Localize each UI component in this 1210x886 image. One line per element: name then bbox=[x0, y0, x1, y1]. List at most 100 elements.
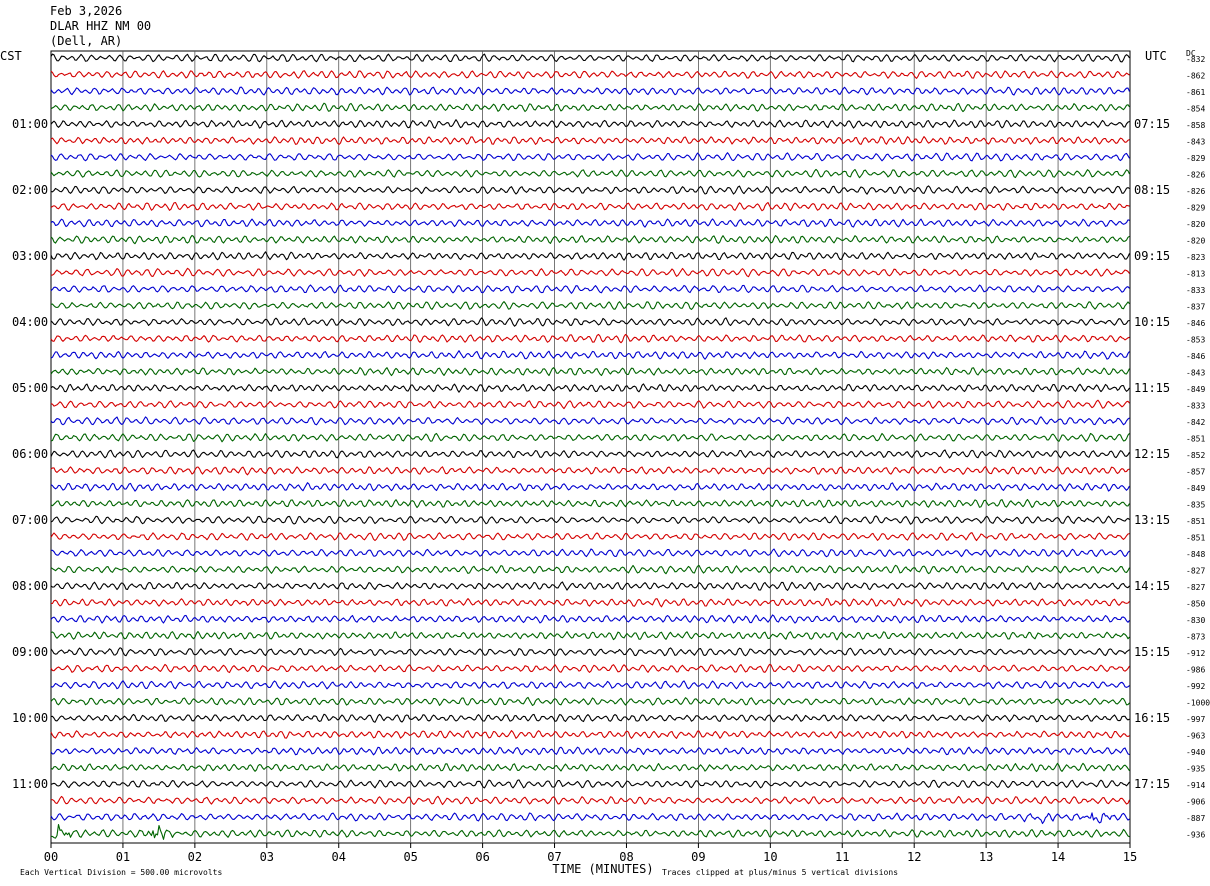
trace-row bbox=[50, 614, 1130, 624]
trace-row bbox=[50, 680, 1130, 690]
x-tick-label: 08 bbox=[619, 850, 633, 864]
utc-hour-label: 09:15 bbox=[1134, 249, 1170, 263]
dc-offset-label: -858 bbox=[1186, 121, 1205, 130]
dc-offset-label: -1000 bbox=[1186, 699, 1210, 708]
cst-label: CST bbox=[0, 49, 22, 63]
grid bbox=[50, 50, 1131, 848]
x-tick-label: 12 bbox=[907, 850, 921, 864]
x-tick-label: 07 bbox=[547, 850, 561, 864]
dc-offset-label: -837 bbox=[1186, 303, 1205, 312]
x-tick-label: 10 bbox=[763, 850, 777, 864]
x-axis-title: TIME (MINUTES) bbox=[552, 862, 653, 876]
dc-offset-label: -912 bbox=[1186, 649, 1205, 658]
trace-row bbox=[50, 234, 1130, 245]
cst-hour-label: 11:00 bbox=[12, 777, 48, 791]
trace-row bbox=[50, 201, 1130, 212]
trace-row bbox=[50, 168, 1130, 179]
trace-row bbox=[50, 746, 1130, 756]
axis-labels: 00 01 02 03 04 05 06 07 08 09 10 11 12 13 14 15 01:00 02:… bbox=[0, 49, 1210, 877]
trace-row bbox=[50, 713, 1130, 723]
trace-row bbox=[50, 762, 1130, 773]
utc-hour-label: 16:15 bbox=[1134, 711, 1170, 725]
dc-offset-label: -848 bbox=[1186, 550, 1205, 559]
dc-offset-label: -914 bbox=[1186, 781, 1205, 790]
trace-row bbox=[50, 696, 1130, 706]
trace-row bbox=[50, 136, 1130, 146]
header-location: (Dell, AR) bbox=[50, 34, 123, 48]
plot-frame bbox=[50, 50, 1131, 844]
utc-label: UTC bbox=[1145, 49, 1167, 63]
trace-row bbox=[50, 86, 1131, 96]
x-tick-label: 02 bbox=[188, 850, 202, 864]
dc-offset-label: -823 bbox=[1186, 253, 1205, 262]
utc-hour-label: 17:15 bbox=[1134, 777, 1170, 791]
dc-offset-label: -843 bbox=[1186, 369, 1205, 378]
dc-offset-label: -826 bbox=[1186, 187, 1205, 196]
dc-offset-label: -843 bbox=[1186, 138, 1205, 147]
trace-row bbox=[50, 647, 1130, 657]
dc-offset-label: -833 bbox=[1186, 286, 1205, 295]
trace-row bbox=[50, 532, 1130, 542]
trace-row bbox=[50, 317, 1130, 327]
dc-offset-label: -832 bbox=[1186, 55, 1205, 64]
dc-offset-label: -827 bbox=[1186, 567, 1205, 576]
dc-offset-label: -851 bbox=[1186, 517, 1205, 526]
trace-row bbox=[50, 482, 1130, 492]
trace-row bbox=[50, 53, 1130, 63]
dc-offset-label: -854 bbox=[1186, 105, 1205, 114]
cst-hour-label: 02:00 bbox=[12, 183, 48, 197]
trace-row bbox=[50, 218, 1130, 228]
trace-row bbox=[50, 466, 1130, 476]
trace-row bbox=[50, 564, 1130, 575]
utc-hour-label: 13:15 bbox=[1134, 513, 1170, 527]
trace-row bbox=[50, 267, 1130, 278]
dc-offset-label: -850 bbox=[1186, 600, 1205, 609]
dc-offset-label: -992 bbox=[1186, 682, 1205, 691]
trace-row bbox=[51, 823, 1130, 840]
utc-hour-label: 10:15 bbox=[1134, 315, 1170, 329]
trace-row bbox=[50, 119, 1130, 129]
dc-label: DC bbox=[1186, 49, 1196, 58]
dc-offset-label: -820 bbox=[1186, 220, 1205, 229]
x-tick-label: 05 bbox=[403, 850, 417, 864]
dc-offset-label: -851 bbox=[1186, 435, 1205, 444]
dc-offset-label: -820 bbox=[1186, 237, 1205, 246]
trace-row bbox=[50, 301, 1130, 310]
dc-offset-label: -829 bbox=[1186, 154, 1205, 163]
x-tick-label: 13 bbox=[979, 850, 993, 864]
header: Feb 3,2026 DLAR HHZ NM 00 (Dell, AR) bbox=[50, 4, 151, 49]
cst-hour-label: 08:00 bbox=[12, 579, 48, 593]
cst-hour-label: 10:00 bbox=[12, 711, 48, 725]
x-tick-label: 00 bbox=[44, 850, 58, 864]
dc-offset-label: -862 bbox=[1186, 72, 1205, 81]
dc-offset-label: -997 bbox=[1186, 715, 1205, 724]
trace-row bbox=[50, 152, 1130, 162]
trace-row bbox=[50, 284, 1130, 294]
x-tick-label: 03 bbox=[260, 850, 274, 864]
dc-offset-label: -829 bbox=[1186, 204, 1205, 213]
utc-hour-label: 12:15 bbox=[1134, 447, 1170, 461]
x-tick-label: 15 bbox=[1123, 850, 1137, 864]
cst-hour-label: 09:00 bbox=[12, 645, 48, 659]
dc-offset-label: -833 bbox=[1186, 402, 1205, 411]
trace-row bbox=[51, 795, 1131, 806]
dc-offset-label: -873 bbox=[1186, 633, 1205, 642]
trace-row bbox=[50, 812, 1130, 825]
dc-offset-label: -861 bbox=[1186, 88, 1205, 97]
trace-row bbox=[50, 185, 1130, 195]
trace-row bbox=[50, 383, 1130, 393]
dc-offset-label: -826 bbox=[1186, 171, 1205, 180]
trace-row bbox=[51, 548, 1130, 558]
dc-offset-label: -936 bbox=[1186, 831, 1205, 840]
trace-row bbox=[50, 598, 1130, 608]
trace-row bbox=[50, 498, 1130, 509]
dc-offset-label: -846 bbox=[1186, 352, 1205, 361]
dc-offset-label: -813 bbox=[1186, 270, 1205, 279]
trace-row bbox=[50, 367, 1130, 377]
dc-offset-label: -835 bbox=[1186, 501, 1205, 510]
trace-row bbox=[50, 399, 1130, 410]
clip-note: Traces clipped at plus/minus 5 vertical … bbox=[662, 868, 898, 877]
dc-offset-label: -842 bbox=[1186, 418, 1205, 427]
dc-offset-label: -846 bbox=[1186, 319, 1205, 328]
